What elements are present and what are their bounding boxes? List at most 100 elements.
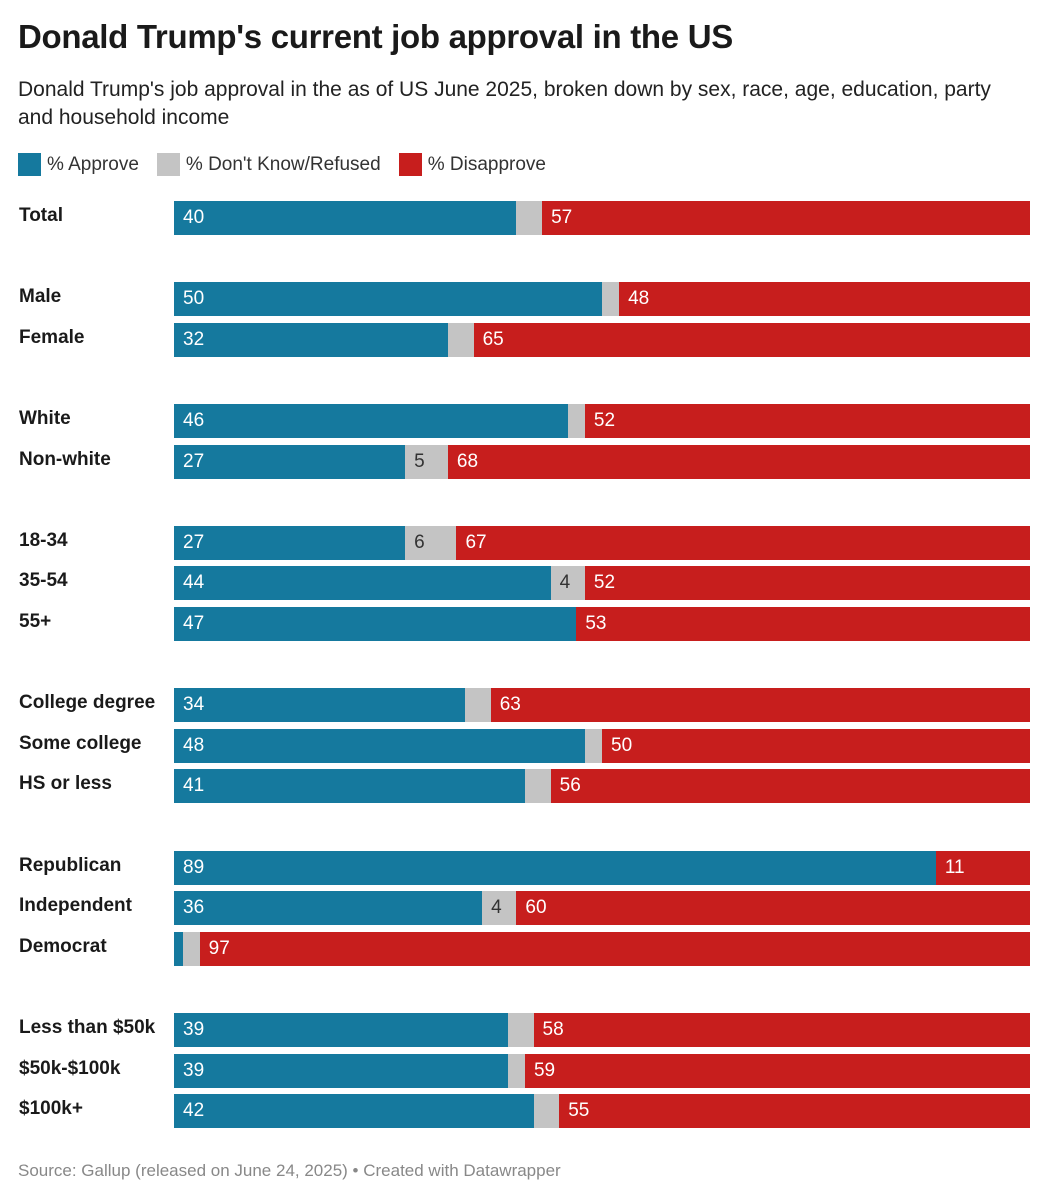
- bar-row: Independent 36 4 60: [0, 891, 1049, 926]
- bar-segment-approve: [174, 525, 406, 560]
- bar-segment-dont-know: [516, 201, 543, 235]
- bar-segment-approve: [174, 607, 577, 641]
- bar-segment-disapprove: [533, 1013, 1030, 1047]
- chart-title: Donald Trump's current job approval in t…: [18, 18, 733, 55]
- category-label: Democrat: [19, 935, 107, 957]
- value-label: 65: [482, 328, 504, 350]
- value-label: 4: [559, 572, 571, 594]
- legend-label: % Don't Know/Refused: [185, 153, 381, 175]
- bar-segment-approve: [174, 931, 183, 966]
- bar-segment-dont-know: [405, 444, 448, 479]
- bar-segment-dont-know: [447, 322, 474, 357]
- bar-segment-disapprove: [584, 404, 1030, 438]
- category-label: 18-34: [19, 529, 68, 551]
- bar-segment-approve: [174, 322, 448, 357]
- bar-segment-approve: [174, 444, 406, 479]
- category-label: Less than $50k: [19, 1017, 156, 1038]
- value-label: 34: [183, 694, 205, 716]
- category-label: $100k+: [19, 1098, 83, 1120]
- bar-segment-disapprove: [550, 769, 1030, 804]
- bar-segment-disapprove: [584, 566, 1030, 601]
- value-label: 89: [183, 856, 205, 878]
- value-label: 27: [183, 450, 205, 472]
- bar-segment-disapprove: [576, 607, 1030, 641]
- category-label: Male: [19, 286, 62, 308]
- bar-row: 55+ 47 53: [0, 607, 1049, 641]
- value-label: 50: [611, 734, 633, 756]
- value-label: 41: [183, 775, 205, 797]
- legend-label: % Disapprove: [427, 153, 546, 175]
- legend-swatch: [156, 153, 180, 176]
- legend-item-disapprove: % Disapprove: [398, 153, 546, 176]
- bar-segment-disapprove: [524, 1053, 1030, 1088]
- value-label: 11: [944, 856, 965, 878]
- bar-segment-approve: [174, 566, 551, 601]
- bar-segment-dont-know: [405, 525, 457, 560]
- category-label: Female: [19, 326, 85, 348]
- bar-segment-disapprove: [602, 728, 1030, 763]
- bar-segment-disapprove: [516, 891, 1030, 926]
- bar-row: College degree 34 63: [0, 688, 1049, 723]
- bar-row: HS or less 41 56: [0, 769, 1049, 804]
- bar-row: White 46 52: [0, 404, 1049, 438]
- bar-segment-approve: [174, 282, 602, 317]
- value-label: 32: [183, 328, 205, 350]
- bar-segment-disapprove: [199, 931, 1030, 966]
- value-label: 52: [593, 410, 616, 431]
- bar-row: Male 50 48: [0, 282, 1049, 317]
- bar-row: $50k-$100k 39 59: [0, 1053, 1049, 1088]
- bar-segment-approve: [174, 404, 568, 438]
- category-label: White: [19, 408, 71, 429]
- category-label: HS or less: [19, 773, 112, 795]
- bar-segment-dont-know: [465, 688, 491, 723]
- value-label: 39: [183, 1019, 205, 1040]
- bar-segment-dont-know: [524, 769, 551, 804]
- value-label: 68: [456, 450, 479, 472]
- value-label: 59: [533, 1059, 556, 1081]
- value-label: 48: [183, 734, 205, 756]
- category-label: Independent: [19, 895, 132, 917]
- bar-segment-disapprove: [473, 322, 1030, 357]
- legend-item-dont-know: % Don't Know/Refused: [156, 153, 381, 176]
- category-label: $50k-$100k: [19, 1057, 121, 1079]
- bar-segment-approve: [174, 201, 517, 235]
- bar-row: Some college 48 50: [0, 728, 1049, 763]
- source-note: Source: Gallup (released on June 24, 202…: [18, 1161, 561, 1180]
- value-label: 50: [183, 288, 205, 310]
- bar-segment-approve: [174, 1053, 508, 1088]
- category-label: 55+: [19, 611, 52, 632]
- bar-segment-dont-know: [482, 891, 517, 926]
- category-label: Some college: [19, 732, 142, 754]
- value-label: 52: [593, 572, 616, 594]
- legend-swatch: [18, 153, 41, 176]
- bar-row: Female 32 65: [0, 322, 1049, 357]
- value-label: 6: [414, 531, 425, 553]
- bar-row: Total 40 57: [0, 201, 1049, 235]
- bar-row: Democrat 97: [0, 931, 1049, 966]
- legend-swatch: [398, 153, 422, 176]
- category-label: Republican: [19, 854, 122, 876]
- category-label: Non-white: [19, 448, 111, 470]
- value-label: 67: [465, 531, 487, 553]
- value-label: 55: [568, 1100, 590, 1122]
- value-label: 40: [183, 207, 205, 228]
- value-label: 58: [542, 1019, 564, 1040]
- bar-segment-dont-know: [507, 1053, 525, 1088]
- bar-segment-disapprove: [456, 525, 1030, 560]
- value-label: 60: [525, 897, 547, 919]
- bar-segment-dont-know: [602, 282, 620, 317]
- bar-segment-dont-know: [550, 566, 585, 601]
- bar-row: Less than $50k 39 58: [0, 1013, 1049, 1047]
- chart-subtitle: Donald Trump's job approval in the as of…: [18, 78, 991, 129]
- bar-segment-approve: [174, 769, 525, 804]
- bar-segment-dont-know: [584, 728, 602, 763]
- value-label: 56: [559, 775, 581, 797]
- category-label: Total: [19, 205, 63, 226]
- value-label: 44: [183, 572, 205, 594]
- bar-segment-disapprove: [490, 688, 1030, 723]
- bar-segment-approve: [174, 728, 585, 763]
- value-label: 4: [491, 897, 502, 919]
- value-label: 97: [208, 937, 230, 959]
- category-label: 35-54: [19, 570, 68, 592]
- bar-row: 18-34 27 6 67: [0, 525, 1049, 560]
